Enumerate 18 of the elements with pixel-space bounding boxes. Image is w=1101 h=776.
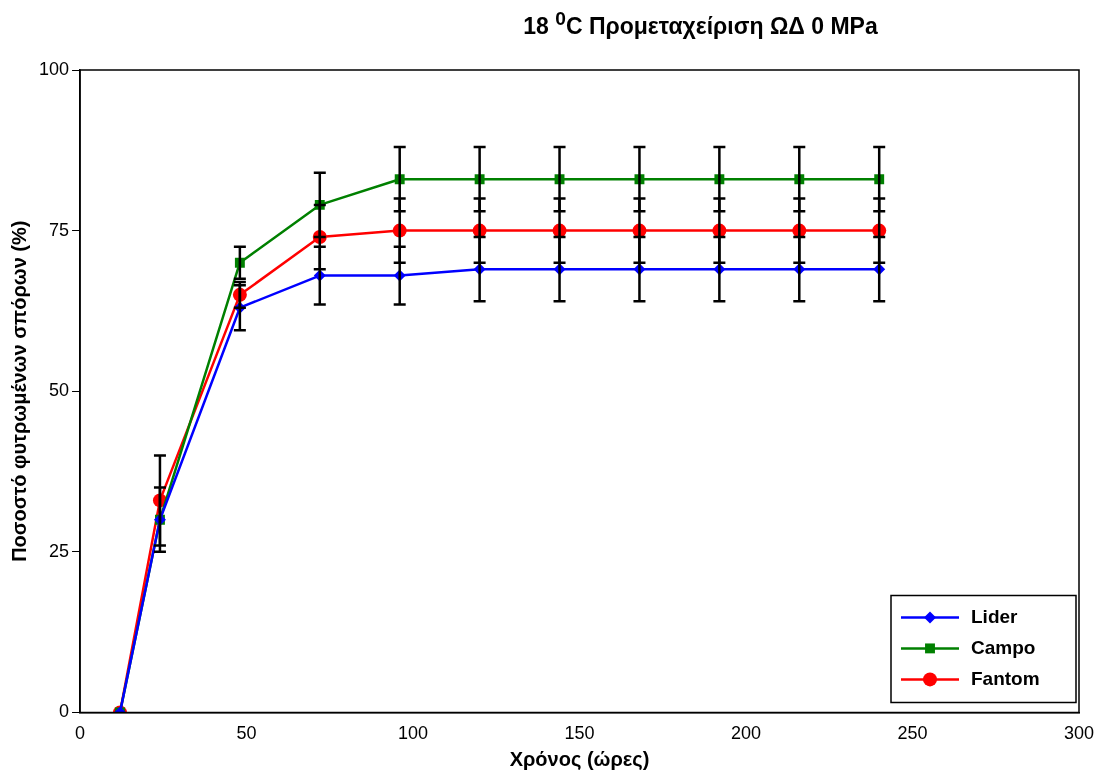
y-axis-title: Ποσοστό φυτρωμένων σπόρων (%)	[7, 220, 30, 562]
x-tick-label: 100	[398, 723, 429, 744]
x-tick-label: 150	[564, 723, 595, 744]
x-tick-label: 200	[730, 723, 762, 744]
y-tick-label: 75	[49, 219, 70, 240]
y-tick-label: 25	[49, 540, 70, 561]
legend-label: Fantom	[971, 667, 1040, 689]
y-tick-label: 0	[59, 701, 70, 722]
x-axis-title: Χρόνος (ώρες)	[509, 747, 650, 770]
chart-title: 18 $^{0}$C Προμεταχείριση ΩΔ 0 MPa	[522, 8, 879, 40]
x-tick-label: 250	[897, 723, 928, 744]
x-tick-label: 0	[75, 723, 86, 744]
x-tick-label: 300	[1063, 723, 1095, 744]
y-tick-label: 100	[38, 58, 70, 79]
legend-label: Lider	[971, 605, 1019, 627]
legend-label: Campo	[971, 636, 1036, 658]
y-tick-label: 50	[49, 380, 70, 401]
x-tick-label: 50	[236, 723, 257, 744]
